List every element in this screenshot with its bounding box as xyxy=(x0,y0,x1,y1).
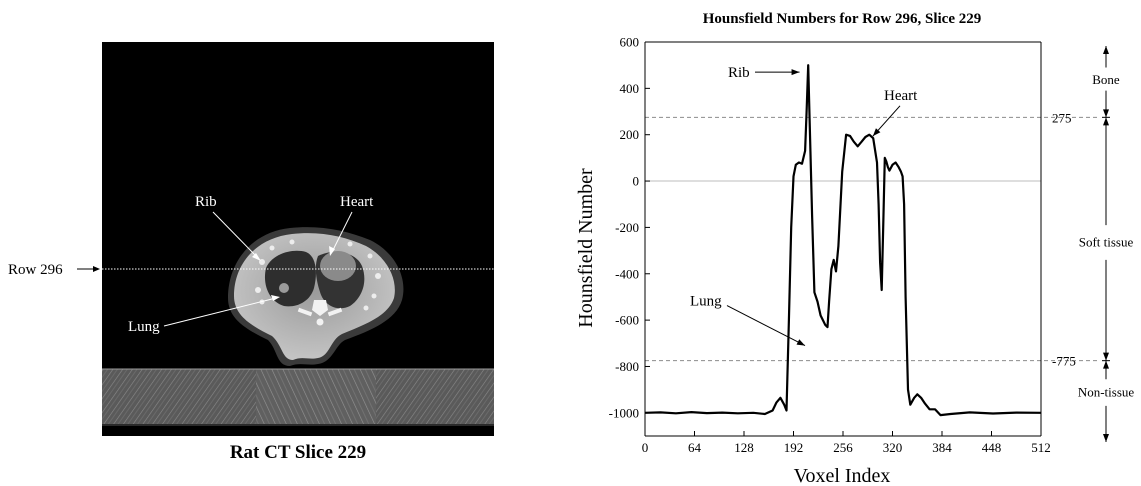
y-tick-label: -600 xyxy=(615,313,639,328)
ct-heart xyxy=(320,251,356,281)
x-axis-label: Voxel Index xyxy=(794,465,891,486)
reference-label-0: 275 xyxy=(1052,110,1072,125)
ct-image-panel: Row 296 Rib Heart Lung Rat CT Slice 229 xyxy=(8,42,494,463)
range-soft-down-arrowhead xyxy=(1103,352,1109,361)
hounsfield-series-line xyxy=(644,64,1042,417)
y-tick-label: 0 xyxy=(633,174,640,189)
annotation-heart-arrowhead xyxy=(872,128,881,137)
annotation-rib: Rib xyxy=(728,65,750,81)
ct-label-rib: Rib xyxy=(195,194,217,210)
annotation-lung-arrow xyxy=(726,305,806,347)
y-tick-label: -200 xyxy=(615,220,639,235)
y-axis-ticks: 600 400 200 0 -200 -400 -600 -800 -1000 xyxy=(609,35,650,420)
range-bone-down-arrowhead xyxy=(1103,109,1109,118)
ct-caption: Rat CT Slice 229 xyxy=(230,442,366,463)
row-label-arrowhead xyxy=(93,266,100,272)
ct-label-lung: Lung xyxy=(128,319,160,335)
x-tick-label: 192 xyxy=(784,440,804,455)
annotation-lung-arrowhead xyxy=(796,339,806,346)
x-tick-label: 512 xyxy=(1031,440,1051,455)
range-soft-label: Soft tissue xyxy=(1079,234,1134,249)
ct-rib-arrow xyxy=(212,211,259,259)
reference-label-2: -775 xyxy=(1052,354,1076,369)
annotation-heart: Heart xyxy=(884,88,918,104)
ct-bed-c xyxy=(376,369,494,425)
y-tick-label: 400 xyxy=(620,81,640,96)
x-tick-label: 0 xyxy=(642,440,649,455)
row-label: Row 296 xyxy=(8,262,63,278)
reference-lines: 275 -775 xyxy=(645,110,1098,369)
range-non-label: Non-tissue xyxy=(1078,384,1135,399)
chart-annotations: Rib Heart Lung xyxy=(690,65,918,347)
ct-lung-arrowhead xyxy=(271,295,280,301)
range-non-down-arrowhead xyxy=(1103,434,1109,442)
y-tick-label: -1000 xyxy=(609,405,639,420)
x-axis-ticks: 0 64 128 192 256 320 384 448 512 xyxy=(642,431,1051,455)
ct-lung-arrow xyxy=(163,297,277,327)
x-tick-label: 448 xyxy=(982,440,1002,455)
y-tick-label: -400 xyxy=(615,266,639,281)
range-non-up-arrowhead xyxy=(1103,360,1109,369)
x-tick-label: 64 xyxy=(688,440,702,455)
y-tick-label: -800 xyxy=(615,359,639,374)
range-soft-up-arrowhead xyxy=(1103,117,1109,126)
range-bone-up-arrowhead xyxy=(1103,46,1109,54)
ct-spine xyxy=(297,300,343,326)
ct-rib-arrowhead xyxy=(252,253,261,261)
ct-heart-arrow xyxy=(331,211,353,253)
annotation-lung: Lung xyxy=(690,294,722,310)
ct-lung-vessel xyxy=(279,283,289,293)
tissue-range-annotations: Bone Soft tissue Non-tissue xyxy=(1078,46,1135,442)
chart-title: Hounsfield Numbers for Row 296, Slice 22… xyxy=(703,11,981,27)
ct-label-heart: Heart xyxy=(340,194,374,210)
ct-heart-arrowhead xyxy=(329,246,335,256)
range-bone-label: Bone xyxy=(1092,72,1120,87)
y-tick-label: 600 xyxy=(620,35,640,50)
x-tick-label: 256 xyxy=(833,440,853,455)
chart-axes xyxy=(644,41,1042,437)
y-axis-label: Hounsfield Number xyxy=(575,168,597,328)
x-tick-label: 320 xyxy=(883,440,903,455)
x-tick-label: 384 xyxy=(932,440,952,455)
ct-left-lung xyxy=(264,250,316,307)
chart-panel: Hounsfield Numbers for Row 296, Slice 22… xyxy=(575,11,1134,486)
ct-bed-b xyxy=(256,369,376,425)
y-tick-label: 200 xyxy=(620,127,640,142)
x-tick-label: 128 xyxy=(734,440,754,455)
annotation-rib-arrowhead xyxy=(791,69,800,76)
